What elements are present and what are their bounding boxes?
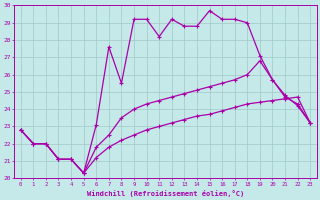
X-axis label: Windchill (Refroidissement éolien,°C): Windchill (Refroidissement éolien,°C) bbox=[87, 190, 244, 197]
